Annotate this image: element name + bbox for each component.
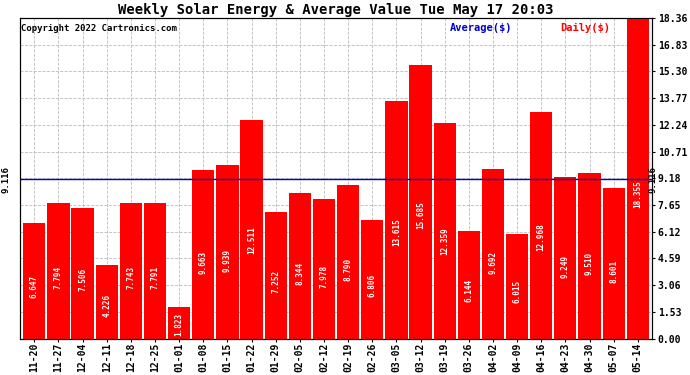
Bar (627, 18, 649, 339)
Text: 9.692: 9.692 (489, 251, 497, 274)
Bar (168, 307, 190, 339)
Bar (433, 123, 456, 339)
Text: 8.790: 8.790 (344, 258, 353, 281)
Bar (144, 202, 166, 339)
Bar (216, 165, 239, 339)
Bar (96, 265, 118, 339)
Text: 7.252: 7.252 (271, 270, 280, 293)
Bar (48, 202, 70, 339)
Bar (313, 199, 335, 339)
Bar (457, 231, 480, 339)
Text: 12.511: 12.511 (247, 226, 256, 254)
Bar (337, 185, 359, 339)
Bar (602, 188, 624, 339)
Text: 13.615: 13.615 (392, 218, 401, 246)
Text: 9.116: 9.116 (649, 166, 658, 193)
Bar (361, 220, 384, 339)
Text: Daily($): Daily($) (560, 23, 611, 33)
Text: 9.510: 9.510 (585, 252, 594, 276)
Bar (72, 207, 94, 339)
Title: Weekly Solar Energy & Average Value Tue May 17 20:03: Weekly Solar Energy & Average Value Tue … (118, 3, 554, 17)
Bar (288, 193, 311, 339)
Bar (385, 101, 408, 339)
Text: 15.685: 15.685 (416, 201, 425, 229)
Bar (193, 170, 215, 339)
Text: 6.806: 6.806 (368, 274, 377, 297)
Bar (23, 222, 46, 339)
Text: Average($): Average($) (450, 23, 513, 33)
Text: 7.794: 7.794 (54, 266, 63, 289)
Text: 8.601: 8.601 (609, 260, 618, 283)
Text: 12.359: 12.359 (440, 228, 449, 255)
Bar (240, 120, 263, 339)
Text: 12.968: 12.968 (537, 223, 546, 251)
Text: 7.791: 7.791 (150, 266, 159, 289)
Bar (554, 177, 576, 339)
Text: 6.647: 6.647 (30, 275, 39, 298)
Bar (409, 64, 432, 339)
Text: 9.663: 9.663 (199, 251, 208, 274)
Bar (482, 170, 504, 339)
Text: 1.823: 1.823 (175, 313, 184, 336)
Bar (530, 112, 553, 339)
Text: 4.226: 4.226 (102, 294, 111, 317)
Text: 7.978: 7.978 (319, 264, 328, 288)
Text: 6.015: 6.015 (513, 280, 522, 303)
Bar (120, 203, 142, 339)
Text: 8.344: 8.344 (295, 261, 304, 285)
Text: Copyright 2022 Cartronics.com: Copyright 2022 Cartronics.com (21, 24, 177, 33)
Text: 7.506: 7.506 (78, 268, 87, 291)
Bar (264, 212, 287, 339)
Text: 9.249: 9.249 (561, 254, 570, 278)
Text: 7.743: 7.743 (126, 266, 135, 290)
Bar (578, 172, 600, 339)
Text: 9.939: 9.939 (223, 249, 232, 272)
Text: 18.355: 18.355 (633, 180, 642, 208)
Text: 9.116: 9.116 (1, 166, 10, 193)
Text: 6.144: 6.144 (464, 279, 473, 302)
Bar (506, 234, 529, 339)
